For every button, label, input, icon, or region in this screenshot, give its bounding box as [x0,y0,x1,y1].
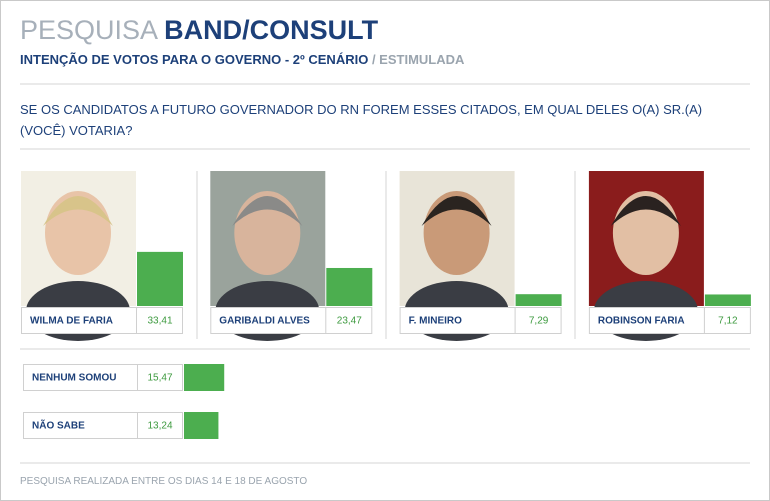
label-box [23,364,183,391]
label-box [210,307,373,334]
photo-hair [43,196,113,226]
title-prefix: PESQUISA [20,15,157,45]
value-label: 15,47 [147,373,172,384]
photo-hair [610,196,681,226]
bar [137,251,183,306]
value-label: 33,41 [147,316,172,327]
bar [184,364,225,391]
photo-hair [421,196,492,226]
label-box [23,412,183,439]
value-label: 7,29 [529,316,549,327]
label-box [21,307,183,334]
subtitle: INTENÇÃO DE VOTOS PARA O GOVERNO - 2º CE… [20,52,464,67]
category-label: GARIBALDI ALVES [219,316,310,327]
label-box [588,307,751,334]
category-label: F. MINEIRO [409,316,463,327]
category-label: ROBINSON FARIA [598,316,685,327]
bar [326,267,373,306]
question: SE OS CANDIDATOS A FUTURO GOVERNADOR DO … [20,102,703,138]
value-label: 13,24 [147,421,172,432]
value-label: 23,47 [337,316,362,327]
label-box [399,307,562,334]
subtitle-main: INTENÇÃO DE VOTOS PARA O GOVERNO - 2º CE… [20,52,369,67]
bar [184,412,219,439]
title-main: BAND/CONSULT [164,15,379,45]
category-label: NÃO SABE [32,419,85,432]
value-label: 7,12 [718,316,738,327]
note: PESQUISA REALIZADA ENTRE OS DIAS 14 E 18… [20,476,308,487]
subtitle-suffix: / ESTIMULADA [371,52,465,67]
title: PESQUISA BAND/CONSULT [20,15,378,46]
category-label: NENHUM SOMOU [32,373,116,384]
category-label: WILMA DE FARIA [30,316,113,327]
bar [704,294,751,306]
bar [515,294,562,306]
photo-hair [232,196,303,226]
